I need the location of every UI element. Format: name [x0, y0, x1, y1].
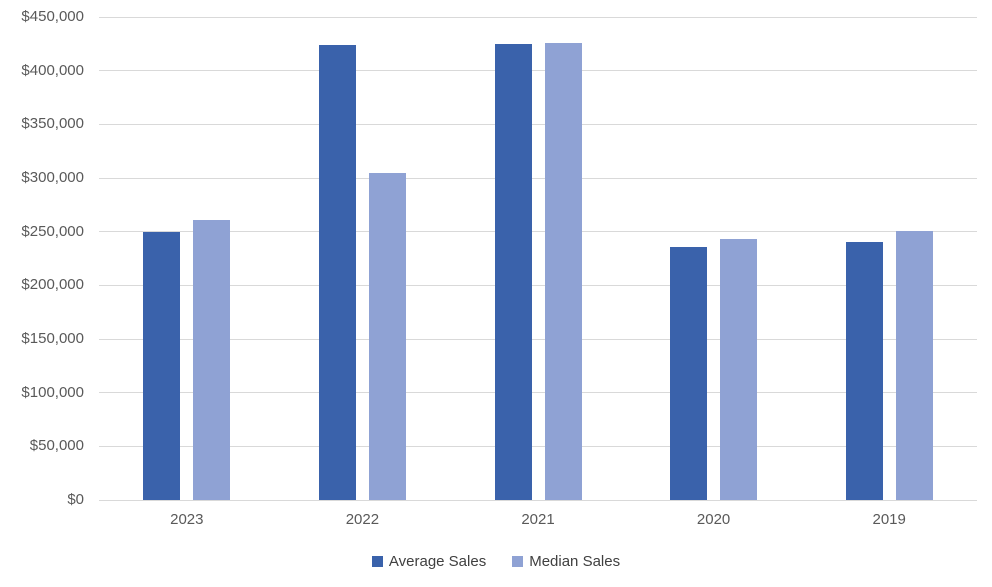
- bar-average-sales-2020: [670, 246, 708, 500]
- x-axis-label-2019: 2019: [872, 511, 906, 528]
- bar-median-sales-2020: [720, 239, 758, 500]
- y-axis-tick-label: $200,000: [21, 276, 84, 294]
- x-axis-label-2021: 2021: [521, 511, 555, 528]
- bar-average-sales-2019: [845, 242, 883, 500]
- gridline: [99, 123, 977, 125]
- y-axis-tick-label: $250,000: [21, 222, 84, 240]
- gridline: [99, 284, 977, 286]
- y-axis-tick-label: $300,000: [21, 169, 84, 186]
- bar-median-sales-2019: [895, 230, 933, 500]
- bar-average-sales-2021: [494, 43, 532, 500]
- bar-median-sales-2021: [544, 42, 582, 500]
- gridline: [99, 445, 977, 447]
- y-axis-tick-label: $0: [67, 491, 84, 508]
- y-axis-tick-label: $400,000: [21, 61, 84, 79]
- x-axis-label-2020: 2020: [696, 511, 731, 528]
- gridline: [99, 338, 977, 340]
- gridline: [99, 392, 977, 394]
- y-axis-tick-label: $50,000: [29, 437, 84, 455]
- legend-swatch-median-sales: [512, 556, 524, 567]
- bar-average-sales-2022: [318, 44, 356, 500]
- bar-average-sales-2023: [143, 231, 181, 500]
- y-axis-tick-label: $450,000: [21, 8, 84, 25]
- gridline: [99, 177, 977, 179]
- legend: Average Sales Median Sales: [0, 553, 992, 570]
- gridline: [99, 231, 977, 233]
- bar-median-sales-2022: [368, 172, 406, 500]
- legend-swatch-average-sales: [371, 556, 383, 567]
- y-axis-tick-label: $150,000: [21, 330, 84, 347]
- legend-item-average-sales: Average Sales: [371, 553, 487, 570]
- y-axis-tick-label: $100,000: [21, 383, 84, 401]
- legend-label: Average Sales: [388, 553, 487, 570]
- x-axis-line: [99, 499, 977, 501]
- bar-median-sales-2023: [193, 219, 231, 500]
- x-axis-label-2023: 2023: [170, 511, 204, 528]
- y-axis-tick-label: $350,000: [21, 115, 84, 133]
- gridline: [99, 70, 977, 72]
- x-axis-label-2022: 2022: [345, 511, 380, 528]
- gridline: [99, 16, 977, 18]
- legend-item-median-sales: Median Sales: [512, 553, 620, 570]
- legend-label: Median Sales: [529, 553, 621, 570]
